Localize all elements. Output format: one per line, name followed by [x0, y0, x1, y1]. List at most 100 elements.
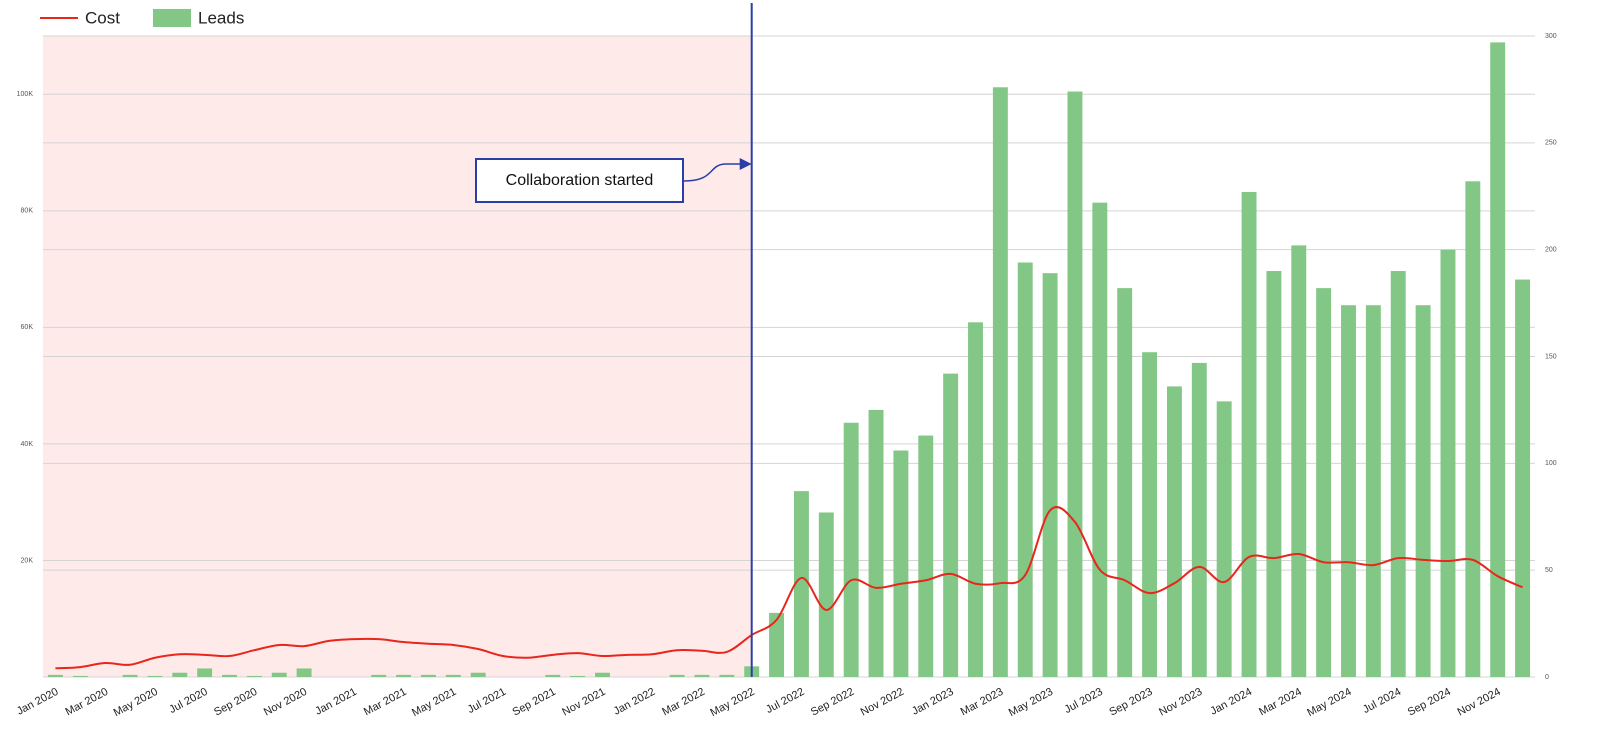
bar: [968, 322, 983, 677]
x-tick-label: Jan 2020: [15, 686, 61, 718]
x-tick-label: Jul 2024: [1361, 686, 1403, 716]
x-tick-label: May 2024: [1305, 686, 1353, 719]
bar: [122, 674, 138, 677]
x-tick-label: Sep 2021: [511, 686, 558, 719]
legend-label: Cost: [85, 8, 120, 27]
bar: [172, 672, 188, 677]
y2-tick-label: 150: [1545, 353, 1557, 360]
bar: [1415, 305, 1431, 677]
bar: [1092, 202, 1108, 677]
x-tick-label: Nov 2022: [859, 686, 906, 719]
bar: [1291, 245, 1307, 678]
bar: [1490, 42, 1506, 678]
bar: [197, 668, 213, 677]
bar: [147, 675, 163, 677]
bar: [669, 674, 685, 677]
bar: [445, 674, 461, 677]
y2-tick-label: 50: [1545, 567, 1553, 574]
annotation-text: Collaboration started: [506, 172, 654, 189]
x-tick-label: Jan 2021: [313, 686, 359, 718]
y2-tick-label: 200: [1545, 247, 1557, 254]
x-tick-label: Mar 2022: [660, 686, 707, 718]
bar: [843, 422, 859, 677]
bar: [470, 672, 486, 677]
y-tick-label: 60K: [21, 324, 34, 331]
x-tick-label: Nov 2024: [1456, 686, 1503, 719]
x-tick-label: Sep 2022: [809, 686, 856, 719]
x-tick-label: Mar 2021: [362, 686, 409, 718]
bar: [1365, 305, 1381, 677]
legend-label: Leads: [198, 8, 244, 27]
bar: [1241, 191, 1257, 677]
bar: [992, 87, 1008, 677]
bar: [1341, 305, 1356, 677]
legend-swatch: [153, 9, 191, 27]
bar: [570, 675, 586, 677]
annotation-arrowhead: [739, 158, 752, 170]
y-tick-label: 80K: [21, 208, 34, 215]
bar: [296, 668, 312, 677]
bar: [396, 674, 412, 677]
y2-tick-label: 0: [1545, 674, 1549, 681]
x-tick-label: Sep 2024: [1406, 686, 1453, 719]
bar: [420, 674, 436, 677]
bar: [1166, 386, 1182, 677]
bar: [1390, 271, 1406, 677]
bar: [793, 491, 809, 677]
x-tick-label: Jan 2023: [910, 686, 956, 718]
y-tick-label: 20K: [21, 557, 34, 564]
bar: [271, 672, 287, 677]
bar: [818, 512, 834, 677]
x-tick-label: Nov 2023: [1157, 686, 1204, 719]
bar: [1465, 181, 1481, 677]
bar: [1042, 273, 1058, 677]
x-tick-label: May 2022: [708, 686, 756, 719]
x-tick-label: Mar 2023: [959, 686, 1006, 718]
y-tick-label: 40K: [21, 441, 34, 448]
bar: [694, 674, 710, 677]
annotation-arrow: [683, 163, 742, 182]
x-tick-label: Sep 2023: [1107, 686, 1154, 719]
bar: [545, 674, 561, 677]
bar: [595, 672, 610, 677]
bar: [1067, 91, 1083, 677]
x-tick-label: Sep 2020: [212, 686, 259, 719]
annotation-box: [475, 158, 684, 203]
bar: [918, 435, 934, 677]
bar: [371, 674, 387, 677]
bar: [1117, 288, 1133, 677]
y-tick-label: 100K: [17, 91, 34, 98]
bar: [222, 674, 237, 677]
bar: [719, 674, 735, 677]
x-tick-label: Jan 2022: [612, 686, 658, 718]
bar: [1191, 362, 1207, 677]
x-tick-label: Jan 2024: [1208, 686, 1254, 718]
bar: [1266, 271, 1282, 677]
bar: [893, 450, 909, 677]
line: [55, 506, 1523, 670]
y2-tick-label: 100: [1545, 460, 1557, 467]
x-tick-label: May 2023: [1007, 686, 1055, 719]
bar: [72, 675, 88, 677]
x-tick-label: May 2020: [112, 686, 160, 719]
x-tick-label: Jul 2021: [466, 686, 508, 716]
bar: [943, 373, 959, 677]
y2-tick-label: 300: [1545, 33, 1557, 40]
x-tick-label: Nov 2021: [560, 686, 607, 719]
bar: [769, 612, 785, 677]
x-tick-label: Nov 2020: [262, 686, 309, 719]
bar: [47, 674, 63, 677]
y2-tick-label: 250: [1545, 140, 1557, 147]
x-tick-label: Jul 2020: [167, 686, 209, 716]
bar: [1515, 279, 1531, 677]
x-tick-label: Mar 2020: [64, 686, 111, 718]
bar: [868, 409, 884, 677]
x-tick-label: Mar 2024: [1257, 686, 1304, 718]
bar: [1142, 352, 1158, 677]
bar: [1316, 288, 1332, 677]
x-tick-label: Jul 2023: [1062, 686, 1104, 716]
x-tick-label: Jul 2022: [764, 686, 806, 716]
bar: [1440, 249, 1456, 677]
bar: [1216, 401, 1232, 677]
